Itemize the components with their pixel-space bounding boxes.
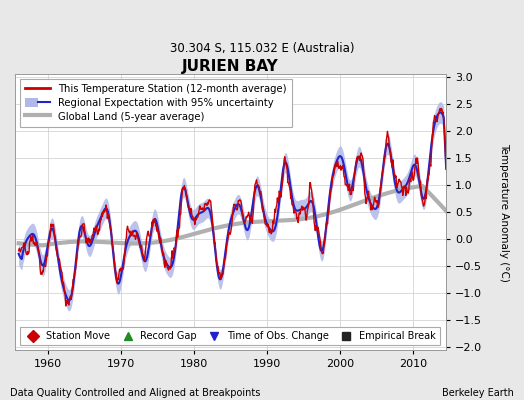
Text: Berkeley Earth: Berkeley Earth: [442, 388, 514, 398]
Y-axis label: Temperature Anomaly (°C): Temperature Anomaly (°C): [499, 142, 509, 282]
Legend: Station Move, Record Gap, Time of Obs. Change, Empirical Break: Station Move, Record Gap, Time of Obs. C…: [20, 327, 440, 345]
Text: 30.304 S, 115.032 E (Australia): 30.304 S, 115.032 E (Australia): [170, 42, 354, 55]
Text: Data Quality Controlled and Aligned at Breakpoints: Data Quality Controlled and Aligned at B…: [10, 388, 261, 398]
Title: JURIEN BAY: JURIEN BAY: [182, 59, 279, 74]
